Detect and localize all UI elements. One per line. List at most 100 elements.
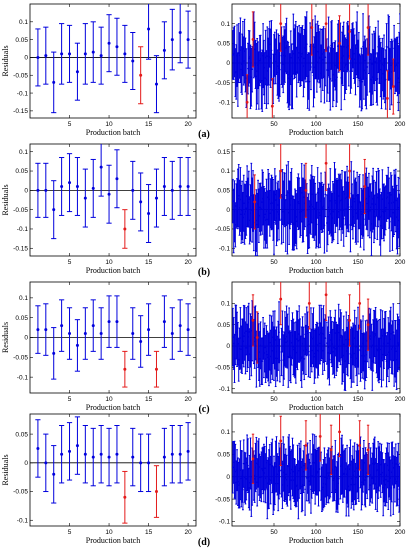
right-ytick-label: 0.1 (221, 21, 230, 28)
error-bar (236, 449, 238, 492)
error-bar (35, 419, 41, 478)
right-ytick-label: 0.1 (221, 168, 230, 175)
error-bar (303, 337, 306, 381)
data-point (327, 45, 330, 48)
outlier-error-bar (310, 4, 314, 56)
data-point (52, 351, 56, 355)
left-xtick-label: 10 (105, 121, 113, 128)
error-bar (341, 444, 344, 503)
data-point (278, 68, 281, 71)
data-point (75, 184, 79, 188)
left-xtick-label: 10 (105, 396, 113, 403)
error-bar (161, 157, 167, 216)
data-point (178, 31, 182, 34)
right-x-axis-label: Production batch (289, 266, 343, 275)
right-ytick-label: -0.1 (219, 99, 231, 106)
error-bar (66, 24, 73, 83)
right-error-bars (232, 414, 400, 520)
left-error-bars (35, 295, 191, 388)
error-bar (169, 8, 175, 71)
outlier-error-bar (279, 282, 283, 326)
error-bar (278, 301, 280, 364)
error-bar (399, 13, 400, 80)
error-bar (283, 26, 285, 85)
data-point (186, 449, 190, 453)
error-bar (177, 4, 183, 64)
data-point (251, 68, 254, 71)
data-point (278, 359, 281, 362)
left-x-axis-label: Production batch (86, 128, 140, 137)
data-point (253, 200, 257, 204)
error-bar (284, 448, 287, 501)
error-bar (98, 144, 104, 197)
data-point (261, 360, 264, 363)
right-ytick-label: 0.05 (217, 41, 230, 48)
outlier-error-bar (324, 282, 328, 321)
data-point (309, 461, 312, 464)
outlier-error-bar (329, 424, 333, 475)
left-xtick-label: 5 (68, 259, 72, 266)
data-point (139, 200, 143, 204)
data-point (186, 38, 190, 42)
data-point (139, 339, 143, 343)
right-ytick-label: -0.05 (215, 365, 230, 372)
data-point (68, 332, 72, 336)
data-point (399, 45, 400, 48)
data-point (115, 452, 119, 456)
outlier-error-bar (279, 415, 283, 467)
data-point (310, 26, 314, 29)
outlier-error-bar (251, 11, 255, 68)
outlier-error-bar (348, 144, 351, 199)
left-ytick-label: 0.1 (19, 295, 28, 302)
data-point (83, 196, 87, 200)
left-ytick-label: 0 (24, 460, 28, 467)
error-bar (106, 427, 112, 487)
data-point (91, 455, 95, 459)
data-point (162, 320, 166, 324)
error-bar (130, 427, 136, 487)
error-bar (74, 42, 81, 101)
left-xtick-label: 20 (184, 396, 192, 403)
error-bar (397, 45, 400, 112)
right-xtick-label: 150 (353, 259, 364, 266)
error-bar (389, 456, 391, 500)
data-point (392, 331, 395, 334)
data-point (75, 70, 79, 74)
outlier-error-bar (251, 294, 255, 347)
error-bar (35, 28, 41, 87)
outlier-error-bar (270, 78, 274, 118)
data-point (270, 104, 274, 108)
right-x-axis-label: Production batch (289, 403, 343, 412)
outlier-error-bar (324, 4, 328, 52)
left-ytick-label: 0.05 (15, 168, 28, 175)
data-point (123, 52, 127, 56)
right-subplot: 50 100 150 200 -0.1 -0.05 0 0.05 0.1 0.15 Producti… (215, 143, 406, 275)
data-point (242, 488, 244, 491)
outlier-error-bar (366, 424, 370, 475)
data-point (115, 45, 119, 49)
error-bar (320, 304, 322, 362)
data-point (83, 52, 87, 56)
error-bar (59, 23, 65, 85)
data-point (362, 218, 365, 221)
right-xtick-label: 50 (270, 259, 278, 266)
data-point (279, 22, 283, 26)
left-ytick-label: -0.1 (17, 517, 29, 524)
left-ytick-label: -0.05 (13, 489, 28, 496)
error-bar (43, 433, 49, 493)
error-bar (330, 316, 333, 364)
data-point (366, 66, 369, 68)
error-bar (51, 180, 57, 240)
data-point (305, 43, 308, 46)
error-bar (352, 458, 355, 511)
data-point (162, 48, 166, 52)
outlier-error-bar (366, 298, 370, 351)
left-ytick-label: 0.1 (19, 19, 28, 26)
data-point (385, 45, 388, 48)
left-x-axis-label: Production batch (86, 266, 140, 275)
data-point (399, 333, 400, 335)
error-bar (177, 299, 183, 352)
outlier-error-bar (358, 420, 362, 471)
data-point (328, 358, 331, 361)
outlier-error-bar (245, 74, 249, 118)
